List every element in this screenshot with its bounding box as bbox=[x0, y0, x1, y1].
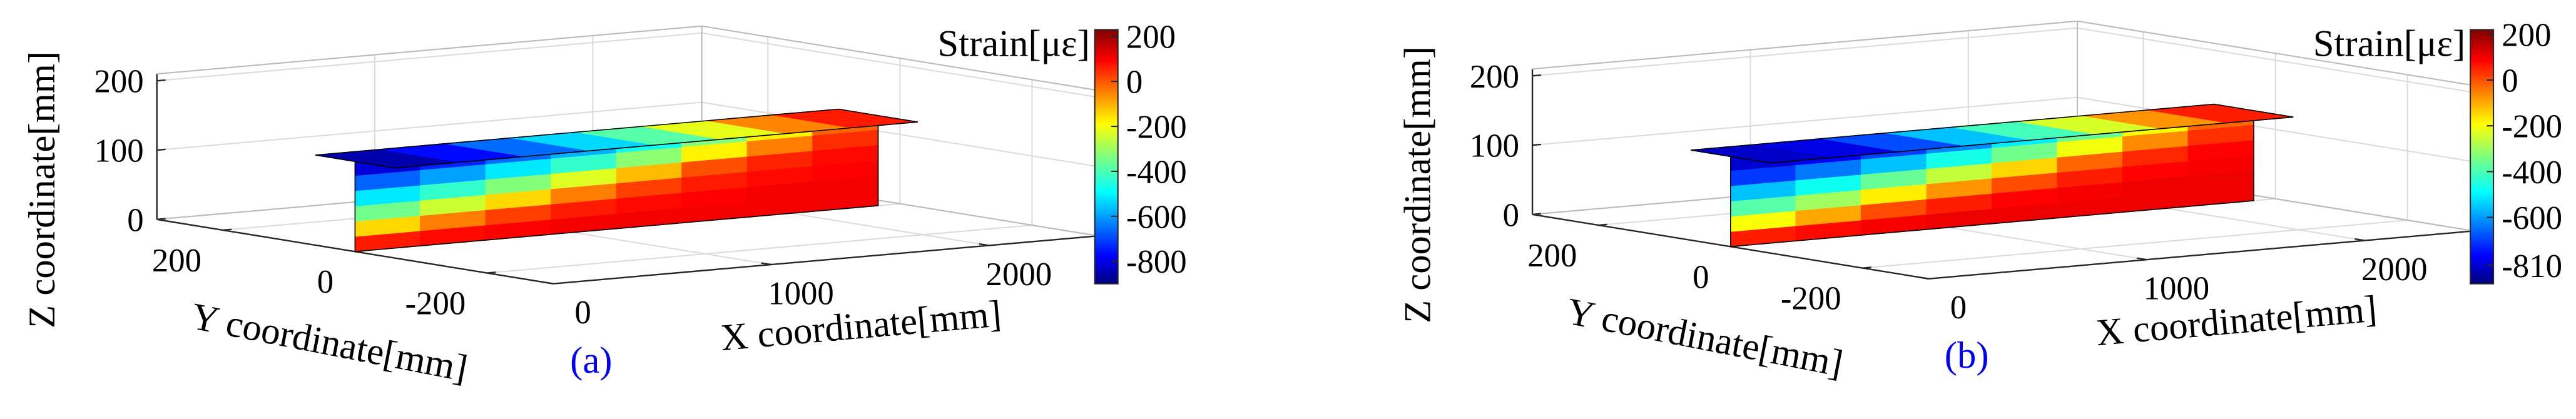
tick-mark bbox=[1862, 266, 1871, 269]
colorbar-tick-label: -200 bbox=[2502, 109, 2562, 145]
grid-line bbox=[701, 32, 1099, 98]
tick-mark bbox=[156, 79, 166, 82]
grid-line bbox=[2077, 96, 2474, 163]
z-tick-label: 100 bbox=[1470, 128, 1519, 164]
colorbar-tick-label: -400 bbox=[1126, 154, 1187, 190]
colorbar-tick-label: -400 bbox=[2502, 154, 2562, 191]
z-tick-label: 200 bbox=[94, 64, 143, 100]
panel-label: (b) bbox=[1945, 335, 1989, 376]
colorbar bbox=[1094, 29, 1119, 285]
colorbar-tick-label: -810 bbox=[2502, 248, 2562, 285]
colorbar-tick-label: 0 bbox=[1126, 64, 1143, 101]
tick-mark bbox=[1918, 276, 1929, 280]
grid-line bbox=[156, 101, 702, 151]
tick-mark bbox=[1532, 213, 1542, 216]
z-tick-label: 0 bbox=[127, 202, 143, 238]
colorbar-tick-label: -200 bbox=[1126, 109, 1187, 146]
y-tick-label: 200 bbox=[152, 243, 201, 279]
box-edge bbox=[701, 25, 1099, 91]
tick-mark bbox=[2136, 257, 2147, 261]
flange-outline bbox=[315, 108, 918, 169]
y-tick-label: -200 bbox=[1781, 281, 1841, 317]
tick-mark bbox=[156, 148, 166, 151]
x-tick-label: 2000 bbox=[2361, 251, 2428, 288]
y-tick-label: -200 bbox=[405, 286, 466, 322]
x-tick-label: 0 bbox=[574, 295, 591, 331]
y-tick-label: 200 bbox=[1527, 238, 1577, 274]
tick-mark bbox=[1532, 74, 1542, 77]
z-tick-label: 100 bbox=[94, 133, 143, 169]
y-tick-label: 0 bbox=[1693, 259, 1709, 295]
grid-line bbox=[2077, 27, 2474, 93]
colorbar-tick-label: 200 bbox=[1126, 19, 1176, 56]
box-edge bbox=[1532, 20, 2078, 70]
x-axis-label: X coordinate[mm] bbox=[719, 293, 1003, 359]
z-tick-label: 200 bbox=[1470, 59, 1519, 95]
tick-mark bbox=[2355, 238, 2365, 241]
z-axis-label: Z coordinate[mm] bbox=[21, 51, 63, 328]
box-edge bbox=[2077, 20, 2474, 86]
tick-mark bbox=[487, 271, 496, 274]
x-tick-label: 0 bbox=[1950, 290, 1967, 326]
tick-mark bbox=[156, 218, 166, 221]
grid-line bbox=[487, 225, 1032, 274]
panel-label: (a) bbox=[570, 340, 612, 381]
colorbar-tick-label: 200 bbox=[2502, 17, 2551, 53]
x-tick-label: 1000 bbox=[768, 275, 834, 311]
box-edge bbox=[156, 25, 702, 75]
tick-mark bbox=[761, 262, 771, 266]
grid-line bbox=[1532, 96, 2078, 146]
colorbar-label: Strain[με] bbox=[937, 23, 1089, 65]
colorbar-tick-label: -600 bbox=[1126, 199, 1187, 235]
flange-outline bbox=[1691, 103, 2294, 164]
x-tick-label: 2000 bbox=[986, 256, 1052, 293]
z-axis-label: Z coordinate[mm] bbox=[1397, 46, 1438, 323]
colorbar-tick-label: -600 bbox=[2502, 200, 2562, 236]
axis-line bbox=[1928, 230, 2474, 280]
colorbar-tick-label: 0 bbox=[2502, 63, 2518, 99]
grid-line bbox=[1862, 220, 2408, 269]
grid-line bbox=[701, 101, 1099, 168]
colorbar-tick-label: -800 bbox=[1126, 244, 1187, 280]
tick-mark bbox=[1532, 143, 1542, 146]
colorbar bbox=[2470, 29, 2495, 285]
colorbar-label: Strain[με] bbox=[2313, 23, 2465, 65]
y-tick-label: 0 bbox=[317, 264, 333, 300]
axis-line bbox=[552, 235, 1099, 285]
tick-mark bbox=[543, 281, 554, 285]
x-tick-label: 1000 bbox=[2144, 271, 2210, 307]
grid-line bbox=[156, 32, 702, 82]
z-tick-label: 0 bbox=[1503, 197, 1519, 233]
tick-mark bbox=[979, 243, 990, 246]
grid-line bbox=[1532, 27, 2078, 77]
x-axis-label: X coordinate[mm] bbox=[2094, 288, 2378, 354]
